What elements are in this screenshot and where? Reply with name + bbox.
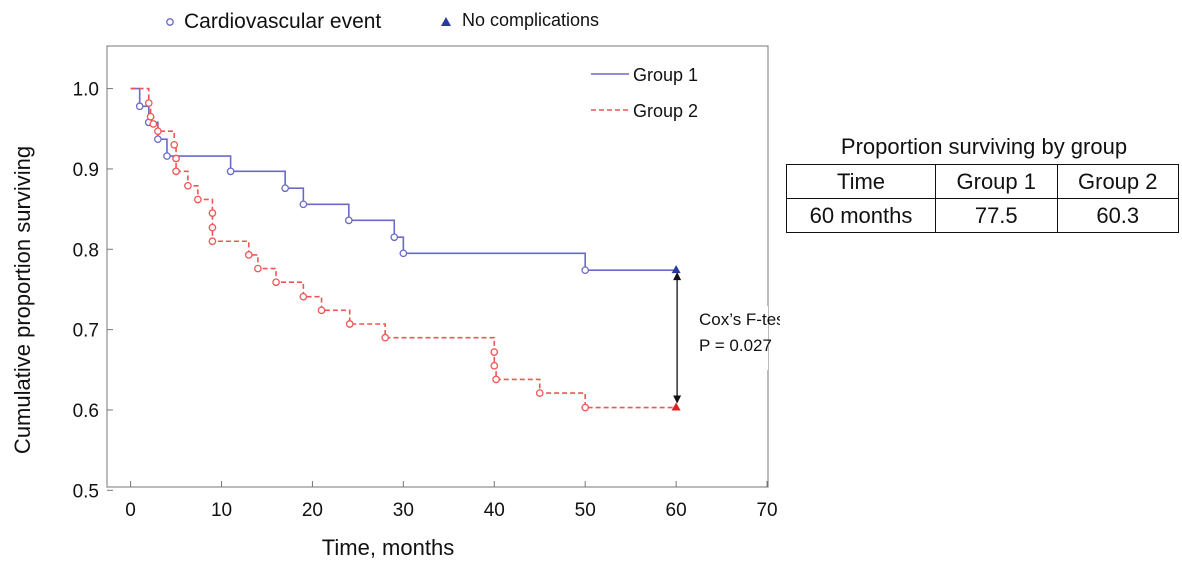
annotation-p-value: P = 0.027 xyxy=(699,336,772,355)
group1-event-marker xyxy=(135,102,144,111)
y-tick-label: 0.8 xyxy=(73,240,99,261)
group2-event-marker xyxy=(208,237,217,246)
comparison-arrow-up xyxy=(673,272,682,281)
x-tick-label: 20 xyxy=(302,500,323,521)
group2-event-marker xyxy=(272,278,280,287)
series-legend: Group 1 Group 2 xyxy=(591,65,698,121)
annotation-test-label: Cox’s F-test xyxy=(699,310,780,329)
summary-table-panel: Proportion surviving by group Time Group… xyxy=(786,134,1182,233)
group2-event-marker xyxy=(345,320,354,328)
group2-event-marker xyxy=(172,167,180,176)
group2-event-marker xyxy=(244,251,253,259)
group2-event-marker xyxy=(184,181,192,190)
group1-event-marker xyxy=(581,266,590,275)
group2-event-marker xyxy=(581,403,590,412)
col-header-time: Time xyxy=(786,164,936,199)
legend-group1-label: Group 1 xyxy=(633,65,698,85)
x-tick-label: 50 xyxy=(575,500,596,521)
x-tick-label: 60 xyxy=(666,500,687,521)
legend-triangle-marker xyxy=(441,17,451,26)
group2-event-marker xyxy=(194,195,202,204)
table-row: 60 months 77.5 60.3 xyxy=(786,198,1179,233)
x-tick-label: 30 xyxy=(393,500,414,521)
survival-chart: Cardiovascular event No complications 0.… xyxy=(10,10,780,560)
group1-censored-marker xyxy=(671,265,681,274)
group2-event-marker xyxy=(381,333,390,342)
group1-event-marker xyxy=(399,249,408,258)
x-tick-label: 10 xyxy=(211,500,232,521)
group2-censored-marker xyxy=(671,402,681,411)
group2-event-marker xyxy=(208,223,217,232)
group2-event-marker xyxy=(535,389,544,397)
y-tick-label: 1.0 xyxy=(73,80,99,101)
comparison-arrow-down xyxy=(673,395,682,404)
col-header-group2: Group 2 xyxy=(1056,164,1179,199)
plot-frame xyxy=(106,45,769,488)
legend-no-complications-label: No complications xyxy=(462,10,599,30)
group1-event-marker xyxy=(281,184,290,193)
group1-event-marker xyxy=(154,135,162,144)
legend-group2-label: Group 2 xyxy=(633,101,698,121)
group2-event-marker xyxy=(490,361,499,370)
y-tick-label: 0.5 xyxy=(73,481,99,502)
y-tick-label: 0.6 xyxy=(73,401,99,422)
group2-event-marker xyxy=(254,264,262,273)
group2-event-marker xyxy=(146,112,155,121)
group2-event-marker xyxy=(317,306,326,315)
group2-event-marker xyxy=(149,120,158,128)
cell-group2: 60.3 xyxy=(1056,198,1179,233)
group1-event-marker xyxy=(390,233,399,242)
x-tick-label: 40 xyxy=(484,500,505,521)
group1-event-marker xyxy=(299,200,308,209)
cell-group1: 77.5 xyxy=(935,198,1058,233)
marker-legend: Cardiovascular event No complications xyxy=(166,10,599,33)
series-layer xyxy=(130,87,681,412)
group2-event-marker xyxy=(170,140,179,149)
cell-time: 60 months xyxy=(786,198,936,233)
group2-event-marker xyxy=(172,154,180,163)
group1-event-marker xyxy=(163,152,171,160)
summary-table: Time Group 1 Group 2 60 months 77.5 60.3 xyxy=(786,164,1179,233)
annotation-background xyxy=(693,306,768,370)
x-axis-title: Time, months xyxy=(322,535,454,560)
y-tick-label: 0.7 xyxy=(73,321,99,342)
x-axis: 0 10 20 30 40 50 60 70 xyxy=(125,481,778,521)
summary-table-title: Proportion surviving by group xyxy=(840,134,1128,159)
legend-event-label: Cardiovascular event xyxy=(184,10,381,33)
x-tick-label: 0 xyxy=(125,500,136,521)
group1-event-marker xyxy=(226,167,235,176)
group2-event-marker xyxy=(490,348,499,356)
comparison-annotation: Cox’s F-test P = 0.027 xyxy=(673,272,780,404)
x-tick-label: 70 xyxy=(756,500,777,521)
y-tick-label: 0.9 xyxy=(73,160,99,181)
col-header-group1: Group 1 xyxy=(935,164,1058,199)
group2-event-marker xyxy=(492,375,500,384)
group1-event-marker xyxy=(344,216,353,225)
group2-event-marker xyxy=(299,292,308,301)
legend-circle-marker xyxy=(166,18,174,26)
group2-event-marker xyxy=(144,99,153,107)
y-axis: 0.5 0.6 0.7 0.8 0.9 1.0 xyxy=(73,80,113,502)
group2-event-marker xyxy=(208,209,217,217)
y-axis-title: Cumulative proportion surviving xyxy=(10,146,35,454)
table-header-row: Time Group 1 Group 2 xyxy=(786,164,1179,199)
group2-event-marker xyxy=(154,127,162,136)
